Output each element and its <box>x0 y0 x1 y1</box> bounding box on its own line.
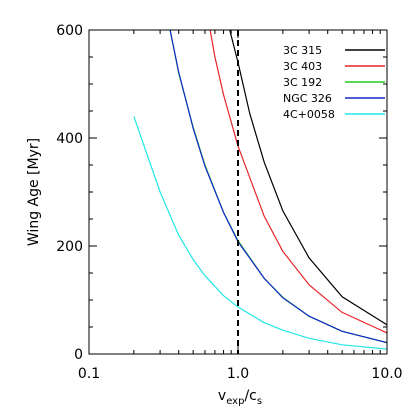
tick-labels-layer: 0.1 1.0 10.0 0 200 400 600 <box>56 23 402 382</box>
x-axis-title-slash: /c <box>244 388 256 404</box>
legend-label-3c-192: 3C 192 <box>283 76 322 89</box>
legend: 3C 315 3C 403 3C 192 NGC 326 4C+0058 <box>283 44 385 121</box>
x-tick-label: 0.1 <box>78 366 100 382</box>
legend-label-ngc-326: NGC 326 <box>283 92 332 105</box>
x-axis-title-sub2: s <box>257 396 262 407</box>
legend-label-4c-0058: 4C+0058 <box>283 108 335 121</box>
y-tick-label: 200 <box>56 239 83 255</box>
series-line-3c-192 <box>169 30 387 344</box>
series-line-3c-403 <box>209 30 387 334</box>
ticks-layer <box>88 29 388 355</box>
y-tick-label: 400 <box>56 131 83 147</box>
x-axis-title-main: v <box>218 388 226 404</box>
series-line-4c-0058 <box>133 116 387 350</box>
legend-label-3c-403: 3C 403 <box>283 60 322 73</box>
series-layer <box>133 30 387 350</box>
x-axis-title-sub1: exp <box>226 396 244 407</box>
x-tick-label: 10.0 <box>371 366 402 382</box>
series-line-ngc-326 <box>169 30 387 344</box>
y-axis-title: Wing Age [Myr] <box>26 138 42 246</box>
legend-label-3c-315: 3C 315 <box>283 44 322 57</box>
series-line-3c-315 <box>229 30 387 326</box>
x-tick-label: 1.0 <box>227 366 249 382</box>
x-axis-title: vexp/cs <box>218 388 262 407</box>
y-tick-label: 600 <box>56 23 83 39</box>
y-tick-label: 0 <box>74 347 83 363</box>
